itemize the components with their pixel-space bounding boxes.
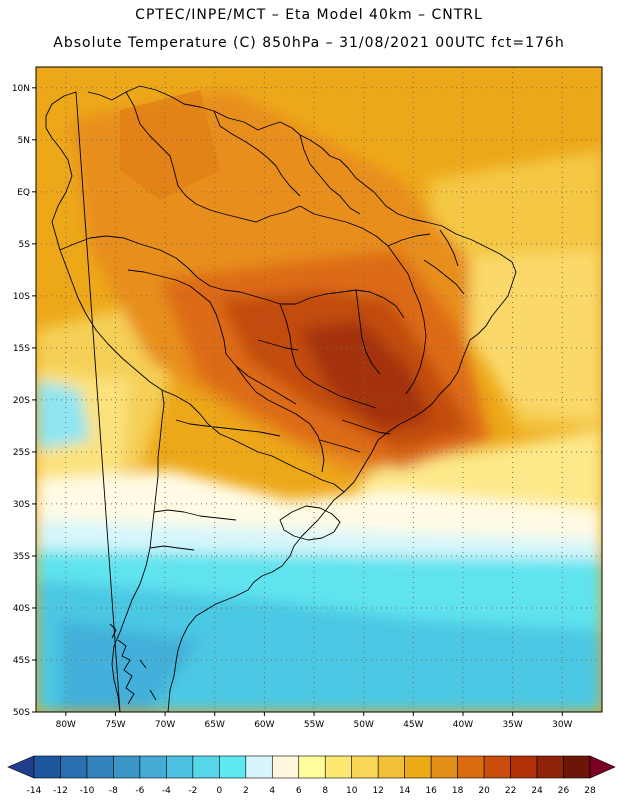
- longitude-label: 75W: [105, 720, 125, 730]
- colorbar-segment: [113, 755, 141, 779]
- latitude-label: 20S: [13, 396, 30, 406]
- latitude-label: 10N: [12, 84, 30, 94]
- colorbar-tick-label: -2: [188, 786, 197, 796]
- colorbar-tick-label: 20: [478, 786, 490, 796]
- colorbar-segment: [166, 755, 194, 779]
- latitude-label: 10S: [13, 292, 30, 302]
- map-title-line-1: CPTEC/INPE/MCT – Eta Model 40km – CNTRL: [135, 7, 483, 23]
- south-america-coastline: [45, 85, 517, 712]
- longitude-label: 35W: [502, 720, 522, 730]
- colorbar-tick-label: 24: [531, 786, 543, 796]
- colorbar-tick-label: -4: [162, 786, 171, 796]
- colorbar-segment: [324, 755, 353, 779]
- field-zone-colombia: [120, 90, 220, 200]
- colorbar-segment: [271, 755, 300, 779]
- colorbar-tick-label: 4: [269, 786, 275, 796]
- colorbar: [7, 755, 616, 779]
- colorbar-segment: [563, 755, 591, 779]
- brazil-state-borders: [257, 205, 465, 453]
- colorbar-segment: [404, 755, 432, 779]
- colorbar-tick-label: 18: [452, 786, 464, 796]
- longitude-label: 65W: [205, 720, 225, 730]
- longitude-label: 60W: [254, 720, 274, 730]
- latitude-label: EQ: [17, 188, 30, 198]
- colorbar-tick-label: -12: [53, 786, 68, 796]
- national-borders: [59, 91, 361, 551]
- latitude-axis: 10N 5N EQ 5S 10S 15S 20S 25S 30S 35S 40S 45S 50S: [12, 84, 36, 718]
- colorbar-segment: [60, 755, 88, 779]
- colorbar-tick-label: -6: [135, 786, 144, 796]
- chile-fjord-islands: [109, 623, 157, 705]
- latitude-label: 25S: [13, 448, 30, 458]
- latitude-label: 40S: [13, 604, 30, 614]
- colorbar-tick-label: -8: [109, 786, 118, 796]
- colorbar-tick-label: 22: [505, 786, 516, 796]
- colorbar-tick-label: 28: [584, 786, 596, 796]
- temperature-field: [36, 67, 602, 712]
- colorbar-underflow-arrow: [7, 755, 35, 779]
- longitude-label: 45W: [403, 720, 423, 730]
- colorbar-tick-label: 2: [243, 786, 249, 796]
- colorbar-tick-label: 6: [296, 786, 302, 796]
- colorbar-tick-label: -10: [80, 786, 95, 796]
- colorbar-segment: [298, 755, 326, 779]
- longitude-label: 50W: [354, 720, 374, 730]
- colorbar-tick-label: 0: [216, 786, 222, 796]
- latitude-label: 5N: [18, 136, 30, 146]
- colorbar-segment: [139, 755, 167, 779]
- colorbar-tick-label: 26: [558, 786, 570, 796]
- latitude-label: 5S: [19, 240, 31, 250]
- colorbar-segment: [219, 755, 247, 779]
- field-zone-hottest: [300, 320, 430, 430]
- longitude-label: 40W: [453, 720, 473, 730]
- longitude-axis: 80W 75W 70W 65W 60W 55W 50W 45W 40W 35W 30W: [56, 712, 573, 730]
- longitude-label: 55W: [304, 720, 324, 730]
- plot-frame: [35, 66, 603, 713]
- colorbar-ticks: -14 -12 -10 -8 -6 -4 -2 0 2 4 6 8 10 12 14 16 18 20 22 24 26…: [27, 786, 596, 796]
- latitude-label: 35S: [13, 552, 30, 562]
- colorbar-tick-label: 14: [399, 786, 411, 796]
- colorbar-segment: [483, 755, 511, 779]
- colorbar-segment: [457, 755, 485, 779]
- colorbar-overflow-arrow: [589, 755, 616, 779]
- colorbar-segment: [510, 755, 538, 779]
- colorbar-tick-label: 12: [372, 786, 383, 796]
- latitude-label: 30S: [13, 500, 30, 510]
- colorbar-tick-label: -14: [27, 786, 42, 796]
- latitude-label: 15S: [13, 344, 30, 354]
- rio-de-la-plata: [279, 505, 341, 541]
- colorbar-segment: [86, 755, 114, 779]
- field-zone-chile-cold-spot: [36, 380, 90, 450]
- colorbar-segment: [377, 755, 405, 779]
- country-boundaries: [45, 85, 517, 712]
- colorbar-tick-label: 8: [322, 786, 328, 796]
- colorbar-segment: [192, 755, 220, 779]
- map-title-line-2: Absolute Temperature (C) 850hPa – 31/08/…: [53, 35, 565, 51]
- colorbar-segment: [430, 755, 458, 779]
- colorbar-segment: [33, 755, 61, 779]
- longitude-label: 30W: [552, 720, 572, 730]
- colorbar-segment: [536, 755, 564, 779]
- longitude-label: 80W: [56, 720, 76, 730]
- colorbar-segment: [351, 755, 379, 779]
- colorbar-tick-label: 16: [425, 786, 437, 796]
- latitude-label: 45S: [13, 656, 30, 666]
- field-zone-east-atlantic-2: [450, 250, 602, 420]
- field-zone-southern-ocean: [36, 580, 602, 712]
- longitude-label: 70W: [155, 720, 175, 730]
- latitude-label: 50S: [13, 708, 30, 718]
- colorbar-segment: [245, 755, 273, 779]
- colorbar-tick-label: 10: [346, 786, 358, 796]
